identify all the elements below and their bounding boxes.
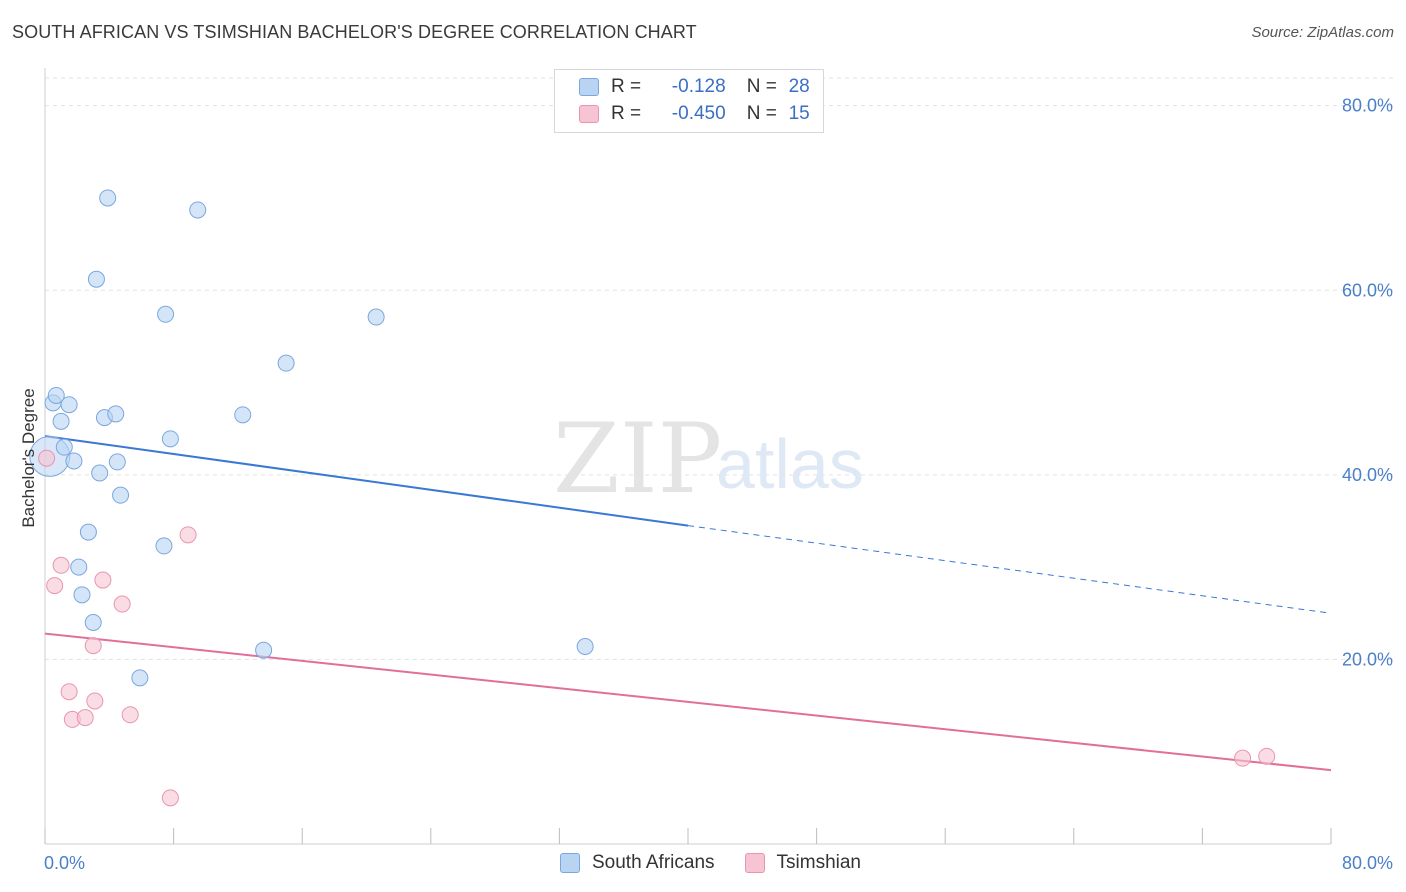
- y-tick-label: 20.0%: [1342, 649, 1393, 669]
- point-south-africans[interactable]: [277, 354, 295, 372]
- x-tick-label-min: 0.0%: [44, 853, 85, 873]
- legend-swatch-blue: [579, 78, 599, 96]
- x-tick-labels: 0.0% 80.0%: [44, 853, 1393, 873]
- trend-line-south-africans: [44, 435, 689, 527]
- point-south-africans[interactable]: [189, 201, 207, 219]
- point-tsimshian[interactable]: [161, 789, 179, 807]
- watermark: ZIP atlas: [553, 403, 864, 515]
- gridlines: [45, 77, 1393, 660]
- point-tsimshian[interactable]: [113, 595, 131, 613]
- chart-title: SOUTH AFRICAN VS TSIMSHIAN BACHELOR'S DE…: [12, 22, 697, 42]
- point-south-africans[interactable]: [112, 486, 130, 504]
- legend-label-south-africans: South Africans: [592, 852, 715, 873]
- point-south-africans[interactable]: [255, 641, 273, 659]
- point-south-africans[interactable]: [108, 453, 126, 471]
- point-tsimshian[interactable]: [179, 526, 197, 544]
- watermark-zip: ZIP: [553, 403, 722, 515]
- point-tsimshian[interactable]: [52, 556, 70, 574]
- source-label: Source: ZipAtlas.com: [1251, 24, 1394, 41]
- y-tick-label: 40.0%: [1342, 465, 1393, 485]
- legend-label-tsimshian: Tsimshian: [776, 852, 862, 873]
- legend-item-tsimshian[interactable]: Tsimshian: [744, 852, 862, 874]
- series-legend: South Africans Tsimshian: [560, 852, 891, 874]
- point-south-africans[interactable]: [87, 270, 105, 288]
- legend-n-label: N =: [746, 103, 777, 124]
- point-south-africans[interactable]: [91, 464, 109, 482]
- legend-r-value: -0.450: [671, 103, 726, 124]
- point-south-africans[interactable]: [73, 586, 91, 604]
- legend-square-icon: [560, 853, 580, 873]
- point-tsimshian[interactable]: [76, 709, 94, 727]
- point-south-africans[interactable]: [161, 430, 179, 448]
- x-tick-label-max: 80.0%: [1342, 853, 1393, 873]
- point-south-africans[interactable]: [65, 452, 83, 470]
- legend-n-value: 15: [788, 103, 810, 124]
- y-axis-label: Bachelor's Degree: [19, 388, 38, 527]
- point-south-africans[interactable]: [155, 537, 173, 555]
- point-tsimshian[interactable]: [86, 692, 104, 710]
- legend-swatch-pink: [579, 105, 599, 123]
- point-south-africans[interactable]: [131, 669, 149, 687]
- legend-r-label: R =: [611, 103, 642, 124]
- stats-legend: R = -0.128 N = 28 R = -0.450 N = 15: [554, 69, 824, 133]
- point-south-africans[interactable]: [70, 558, 88, 576]
- point-south-africans[interactable]: [576, 638, 594, 656]
- point-south-africans[interactable]: [79, 523, 97, 541]
- point-south-africans[interactable]: [107, 405, 125, 423]
- legend-r-value: -0.128: [671, 76, 726, 97]
- watermark-atlas: atlas: [716, 425, 864, 503]
- legend-item-south-africans[interactable]: South Africans: [560, 852, 715, 874]
- y-tick-label: 60.0%: [1342, 280, 1393, 300]
- point-tsimshian[interactable]: [38, 449, 56, 467]
- point-south-africans[interactable]: [367, 308, 385, 326]
- point-south-africans[interactable]: [234, 406, 252, 424]
- legend-n-value: 28: [788, 76, 810, 97]
- legend-square-icon: [744, 853, 765, 873]
- point-tsimshian[interactable]: [60, 683, 78, 701]
- point-tsimshian[interactable]: [1234, 749, 1252, 767]
- data-points: [29, 189, 1276, 807]
- point-south-africans[interactable]: [157, 305, 175, 323]
- point-south-africans[interactable]: [52, 412, 70, 430]
- point-tsimshian[interactable]: [121, 706, 139, 724]
- point-south-africans[interactable]: [60, 396, 78, 414]
- legend-row-south-africans: R = -0.128 N = 28: [579, 76, 816, 98]
- point-tsimshian[interactable]: [94, 571, 112, 589]
- point-south-africans[interactable]: [99, 189, 117, 207]
- legend-n-label: N =: [746, 76, 777, 97]
- y-tick-label: 80.0%: [1342, 96, 1393, 116]
- point-tsimshian[interactable]: [84, 637, 102, 655]
- point-south-africans[interactable]: [47, 386, 65, 404]
- y-tick-labels: 20.0% 40.0% 60.0% 80.0%: [1342, 96, 1393, 670]
- x-ticks: [44, 828, 1332, 844]
- trend-line-tsimshian: [44, 632, 1332, 772]
- point-tsimshian[interactable]: [46, 577, 64, 595]
- legend-row-tsimshian: R = -0.450 N = 15: [579, 103, 816, 125]
- point-tsimshian[interactable]: [1258, 747, 1276, 765]
- point-south-africans[interactable]: [55, 438, 73, 456]
- point-south-africans[interactable]: [84, 614, 102, 632]
- legend-r-label: R =: [611, 76, 642, 97]
- trend-line-south-africans-extension: [687, 525, 1332, 614]
